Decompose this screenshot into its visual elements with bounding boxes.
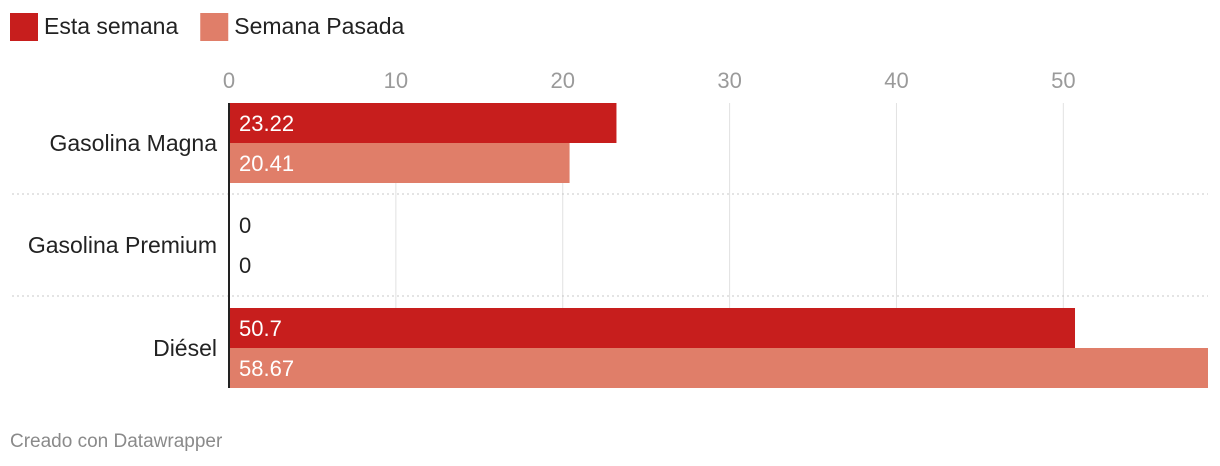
x-tick-label-30: 30 bbox=[717, 68, 741, 93]
bar-1-series-2 bbox=[229, 143, 570, 183]
footer-credit: Creado con Datawrapper bbox=[10, 431, 223, 452]
legend: Esta semana Semana Pasada bbox=[10, 13, 405, 41]
category-label-2: Gasolina Premium bbox=[28, 232, 217, 258]
value-label-2-series-2: 0 bbox=[239, 253, 251, 278]
category-label-1: Gasolina Magna bbox=[50, 130, 218, 156]
x-tick-label-10: 10 bbox=[384, 68, 408, 93]
value-label-3-series-1: 50.7 bbox=[239, 316, 282, 341]
category-labels: Gasolina Magna Gasolina Premium Diésel bbox=[28, 130, 217, 361]
x-tick-label-20: 20 bbox=[550, 68, 574, 93]
bar-1-series-1 bbox=[229, 103, 617, 143]
value-label-1-series-2: 20.41 bbox=[239, 151, 294, 176]
legend-swatch-2 bbox=[200, 13, 229, 41]
category-label-3: Diésel bbox=[153, 335, 217, 361]
legend-swatch-1 bbox=[10, 13, 38, 41]
legend-label-2: Semana Pasada bbox=[234, 13, 404, 39]
value-label-2-series-1: 0 bbox=[239, 213, 251, 238]
bar-3-series-2 bbox=[229, 348, 1208, 388]
bar-3-series-1 bbox=[229, 308, 1076, 348]
x-tick-label-50: 50 bbox=[1051, 68, 1075, 93]
value-label-1-series-1: 23.22 bbox=[239, 111, 294, 136]
legend-label-1: Esta semana bbox=[44, 13, 178, 39]
x-tick-label-0: 0 bbox=[223, 68, 235, 93]
bars: 23.22 20.41 0 0 50.7 58.67 bbox=[229, 103, 1208, 388]
category-separators bbox=[12, 193, 1208, 297]
x-tick-label-40: 40 bbox=[884, 68, 908, 93]
x-axis-ticks: 0 10 20 30 40 50 bbox=[223, 68, 1076, 93]
value-label-3-series-2: 58.67 bbox=[239, 356, 294, 381]
